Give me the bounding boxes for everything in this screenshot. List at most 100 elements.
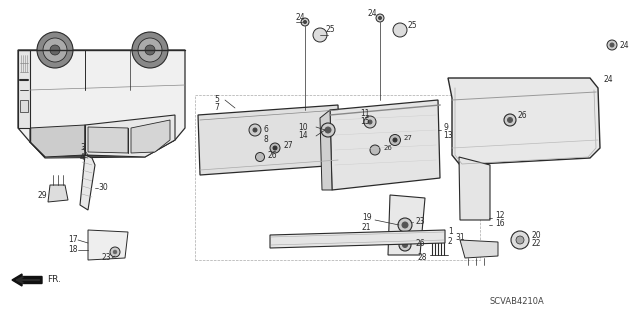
Text: 26: 26	[384, 145, 393, 151]
Circle shape	[255, 152, 264, 161]
Text: 29: 29	[37, 190, 47, 199]
Text: 26: 26	[518, 110, 527, 120]
Text: 11: 11	[360, 108, 369, 117]
Text: 30: 30	[98, 183, 108, 192]
Text: 14: 14	[298, 131, 308, 140]
Circle shape	[516, 236, 524, 244]
Text: 7: 7	[214, 103, 219, 113]
Circle shape	[301, 18, 309, 26]
Polygon shape	[198, 105, 340, 175]
Circle shape	[508, 117, 513, 122]
Text: 20: 20	[532, 231, 541, 240]
Text: 27: 27	[404, 135, 413, 141]
Circle shape	[607, 40, 617, 50]
Polygon shape	[448, 78, 600, 165]
Polygon shape	[30, 125, 85, 157]
Text: 24: 24	[603, 76, 612, 85]
Circle shape	[321, 123, 335, 137]
Text: 21: 21	[362, 222, 371, 232]
Circle shape	[511, 231, 529, 249]
Text: 6: 6	[263, 125, 268, 135]
Polygon shape	[459, 157, 490, 220]
Text: 19: 19	[362, 213, 372, 222]
Circle shape	[364, 116, 376, 128]
Circle shape	[376, 14, 384, 22]
Circle shape	[370, 145, 380, 155]
Circle shape	[368, 120, 372, 124]
Text: 10: 10	[298, 122, 308, 131]
Polygon shape	[388, 195, 425, 255]
Polygon shape	[18, 50, 30, 128]
Polygon shape	[270, 230, 445, 248]
Text: FR.: FR.	[47, 276, 61, 285]
Text: 23: 23	[102, 254, 111, 263]
Polygon shape	[330, 100, 440, 190]
Text: 27: 27	[283, 140, 292, 150]
Circle shape	[110, 247, 120, 257]
Text: 15: 15	[360, 116, 370, 125]
Text: 17: 17	[68, 235, 77, 244]
Text: 22: 22	[532, 240, 541, 249]
Text: 12: 12	[495, 211, 504, 219]
Text: 26: 26	[416, 240, 426, 249]
Circle shape	[303, 20, 307, 24]
Circle shape	[113, 250, 117, 254]
Polygon shape	[88, 230, 128, 260]
FancyArrow shape	[12, 274, 42, 286]
Text: 1: 1	[448, 227, 452, 236]
Circle shape	[390, 135, 401, 145]
Circle shape	[253, 128, 257, 132]
Circle shape	[325, 127, 331, 133]
Polygon shape	[30, 140, 175, 158]
Bar	[195, 95, 480, 260]
Text: 25: 25	[408, 21, 418, 31]
Circle shape	[504, 114, 516, 126]
Circle shape	[43, 38, 67, 62]
Circle shape	[145, 45, 155, 55]
Circle shape	[313, 28, 327, 42]
Polygon shape	[85, 115, 175, 157]
Text: 4: 4	[80, 152, 85, 161]
Text: 24: 24	[620, 41, 630, 49]
Circle shape	[273, 146, 277, 150]
Text: 3: 3	[80, 144, 85, 152]
Circle shape	[270, 143, 280, 153]
Polygon shape	[460, 240, 498, 258]
Polygon shape	[131, 120, 170, 153]
Text: 25: 25	[326, 26, 335, 34]
Polygon shape	[32, 139, 173, 157]
Circle shape	[399, 239, 411, 251]
Circle shape	[132, 32, 168, 68]
Text: 2: 2	[448, 236, 452, 246]
Circle shape	[393, 23, 407, 37]
Text: 13: 13	[443, 131, 452, 140]
Text: 5: 5	[214, 95, 219, 105]
Circle shape	[249, 124, 261, 136]
Text: 9: 9	[443, 122, 448, 131]
Text: SCVAB4210A: SCVAB4210A	[490, 298, 545, 307]
Polygon shape	[320, 110, 332, 190]
Text: 18: 18	[68, 246, 77, 255]
Circle shape	[610, 43, 614, 47]
Polygon shape	[18, 50, 185, 152]
Circle shape	[50, 45, 60, 55]
Circle shape	[398, 218, 412, 232]
Circle shape	[37, 32, 73, 68]
Bar	[20, 100, 28, 112]
Polygon shape	[48, 185, 68, 202]
Circle shape	[402, 222, 408, 228]
Polygon shape	[88, 127, 128, 153]
Text: 23: 23	[416, 218, 426, 226]
Text: 16: 16	[495, 219, 504, 228]
Text: 8: 8	[263, 135, 268, 144]
Polygon shape	[80, 155, 95, 210]
Text: 24: 24	[368, 9, 378, 18]
Circle shape	[138, 38, 162, 62]
Circle shape	[403, 242, 408, 248]
Text: 28: 28	[418, 253, 428, 262]
Circle shape	[378, 17, 381, 19]
Text: 26: 26	[268, 151, 278, 160]
Text: 31: 31	[455, 234, 465, 242]
Text: 24: 24	[295, 13, 305, 23]
Circle shape	[393, 138, 397, 142]
